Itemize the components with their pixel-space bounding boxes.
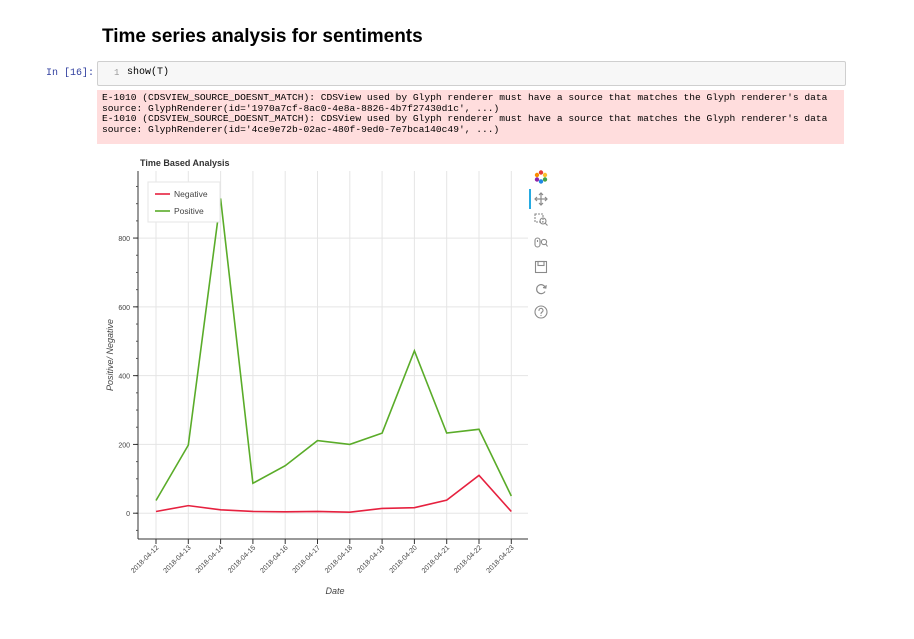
x-tick-label: 2018-04-18 xyxy=(324,544,354,574)
y-tick-label: 0 xyxy=(126,511,130,518)
legend-label: Positive xyxy=(174,206,204,216)
y-tick-label: 800 xyxy=(118,236,130,243)
bokeh-logo-icon[interactable] xyxy=(534,170,548,184)
save-icon[interactable] xyxy=(534,260,548,274)
y-tick-label: 200 xyxy=(118,442,130,449)
error-line: E-1010 (CDSVIEW_SOURCE_DOESNT_MATCH): CD… xyxy=(102,92,828,103)
series-line-positive xyxy=(155,198,513,501)
x-tick-label: 2018-04-22 xyxy=(453,544,483,574)
x-tick-label: 2018-04-16 xyxy=(259,544,289,574)
line-number: 1 xyxy=(114,68,120,78)
input-prompt: In [16]: xyxy=(46,68,95,79)
legend-label: Negative xyxy=(174,189,208,199)
x-tick-label: 2018-04-19 xyxy=(356,544,386,574)
x-tick-label: 2018-04-17 xyxy=(292,544,322,574)
legend-box xyxy=(147,181,221,223)
error-line: E-1010 (CDSVIEW_SOURCE_DOESNT_MATCH): CD… xyxy=(102,113,828,124)
active-tool-indicator xyxy=(529,189,531,209)
x-tick-label: 2018-04-23 xyxy=(485,544,515,574)
error-line: source: GlyphRenderer(id='1970a7cf-8ac0-… xyxy=(102,102,500,114)
x-tick-label: 2018-04-12 xyxy=(130,544,160,574)
y-tick-label: 400 xyxy=(118,374,130,381)
error-line: source: GlyphRenderer(id='4ce9e72b-02ac-… xyxy=(102,123,500,135)
pan-icon[interactable] xyxy=(534,192,548,206)
series-line-negative xyxy=(155,474,512,513)
x-tick-label: 2018-04-14 xyxy=(195,544,225,574)
x-tick-label: 2018-04-15 xyxy=(227,544,257,574)
code-cell-input[interactable]: 1 show(T) xyxy=(97,61,846,86)
y-tick-label: 600 xyxy=(118,305,130,312)
box-zoom-icon[interactable] xyxy=(534,213,548,227)
chart-title: Time Based Analysis xyxy=(140,158,230,168)
wheel-zoom-icon[interactable] xyxy=(534,235,548,249)
y-axis-label: Positive/ Negative xyxy=(105,319,115,391)
reset-icon[interactable] xyxy=(534,282,548,296)
help-icon[interactable] xyxy=(534,305,548,319)
page-heading: Time series analysis for sentiments xyxy=(102,26,423,47)
code-text[interactable]: show(T) xyxy=(127,67,170,78)
x-tick-label: 2018-04-13 xyxy=(162,544,192,574)
stderr-output: E-1010 (CDSVIEW_SOURCE_DOESNT_MATCH): CD… xyxy=(97,90,844,144)
x-tick-label: 2018-04-21 xyxy=(421,544,451,574)
x-axis-label: Date xyxy=(325,586,344,596)
x-tick-label: 2018-04-20 xyxy=(389,544,419,574)
plot-toolbar xyxy=(528,168,552,328)
